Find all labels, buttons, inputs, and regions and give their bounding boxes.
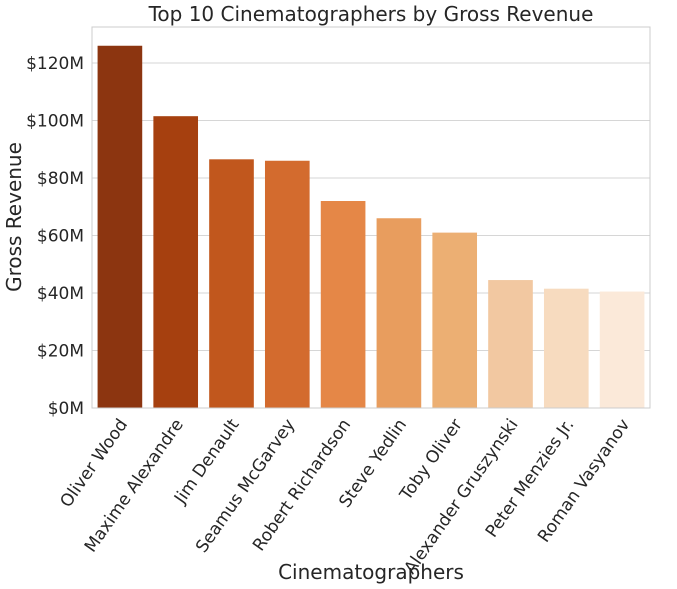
- y-tick-label: $60M: [37, 227, 84, 247]
- chart-title: Top 10 Cinematographers by Gross Revenue: [148, 2, 594, 26]
- x-tick-label: Robert Richardson: [249, 415, 355, 555]
- y-tick-label: $0M: [48, 399, 84, 419]
- plot-frame: [91, 26, 651, 409]
- y-tick-label: $20M: [37, 342, 84, 362]
- bars: [97, 45, 645, 408]
- bar: [376, 218, 422, 408]
- bar: [432, 232, 478, 408]
- x-tick-label: Maxime Alexandre: [81, 415, 188, 556]
- bar: [97, 45, 143, 408]
- y-tick-label: $40M: [37, 284, 84, 304]
- y-tick-label: $100M: [26, 112, 84, 132]
- y-axis-title: Gross Revenue: [2, 142, 26, 292]
- bar: [264, 160, 310, 408]
- bar: [320, 201, 366, 408]
- y-tick-label: $80M: [37, 169, 84, 189]
- bar: [488, 280, 533, 408]
- x-axis-title: Cinematographers: [278, 560, 464, 584]
- y-tick-labels: $0M $20M $40M $60M $80M $100M $120M: [26, 54, 84, 419]
- bar: [153, 116, 199, 408]
- bar: [599, 291, 645, 408]
- x-tick-label: Seamus McGarvey: [192, 415, 299, 556]
- bar: [209, 159, 254, 408]
- y-tick-label: $120M: [26, 54, 84, 74]
- bar: [543, 288, 589, 408]
